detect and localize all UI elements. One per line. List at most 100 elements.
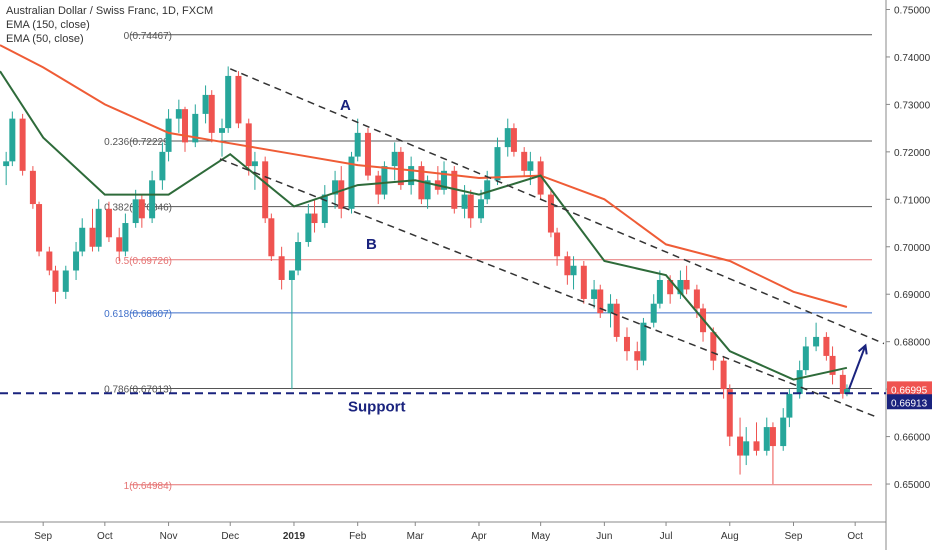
candle-body <box>597 289 604 314</box>
x-tick-label: Mar <box>407 531 425 542</box>
fib-level-label: 0.786(0.67013) <box>104 385 172 396</box>
candle-body <box>737 436 744 456</box>
chart-title: Australian Dollar / Swiss Franc, 1D, FXC… <box>6 5 214 17</box>
price-label-box <box>887 381 932 397</box>
candle-body <box>591 289 598 299</box>
candle-body <box>510 128 517 152</box>
fib-level-label: 0.5(0.69726) <box>115 256 172 267</box>
candle-body <box>89 227 96 247</box>
candle-body <box>288 270 295 280</box>
candle-body <box>305 213 312 243</box>
channel-label-a: A <box>340 97 351 114</box>
fib-level-label: 0.236(0.72229) <box>104 137 172 148</box>
candle-body <box>441 170 448 190</box>
candle-body <box>79 227 86 252</box>
y-tick-label: 0.75000 <box>894 5 931 16</box>
candle-body <box>62 270 69 292</box>
candle-body <box>175 109 182 119</box>
x-tick-label: Nov <box>160 531 178 542</box>
y-tick-label: 0.70000 <box>894 243 931 254</box>
candle-body <box>683 279 690 290</box>
candle-body <box>677 279 684 295</box>
candle-body <box>580 265 587 299</box>
y-tick-label: 0.74000 <box>894 53 931 64</box>
breakout-arrow-shaft <box>848 345 867 390</box>
support-label: Support <box>348 398 406 415</box>
y-tick-label: 0.72000 <box>894 148 931 159</box>
candle-body <box>149 180 156 219</box>
candle-body <box>537 161 544 195</box>
x-tick-label: 2019 <box>283 531 306 542</box>
candle-body <box>278 256 285 280</box>
candle-body <box>268 218 275 257</box>
candle-body <box>743 441 750 456</box>
candle-body <box>640 322 647 361</box>
candle-body <box>219 128 226 133</box>
ema50-line <box>0 70 848 381</box>
fib-level-label: 0.618(0.68607) <box>104 309 172 320</box>
x-tick-label: Jun <box>596 531 612 542</box>
candle-body <box>36 204 43 252</box>
x-tick-label: May <box>531 531 550 542</box>
candle-body <box>693 289 700 309</box>
x-tick-label: Sep <box>785 531 803 542</box>
x-tick-label: Feb <box>349 531 367 542</box>
candle-body <box>763 427 770 451</box>
candle-body <box>52 270 59 292</box>
candle-body <box>225 75 232 129</box>
candle-body <box>769 427 776 447</box>
candle-body <box>354 132 361 157</box>
candle-body <box>623 336 630 352</box>
x-tick-label: Aug <box>721 531 739 542</box>
candle-body <box>29 170 36 205</box>
candle-body <box>202 94 209 114</box>
breakout-arrow-head <box>857 343 868 355</box>
candle-body <box>116 237 123 252</box>
candle-body <box>182 109 189 143</box>
x-tick-label: Oct <box>847 531 863 542</box>
candle-body <box>235 75 242 124</box>
candle-body <box>262 161 269 219</box>
candle-body <box>823 336 830 356</box>
candle-body <box>9 118 16 162</box>
x-tick-label: Jul <box>660 531 673 542</box>
candle-body <box>295 242 302 271</box>
candle-body <box>245 123 252 167</box>
candle-body <box>504 128 511 148</box>
fib-level-label: 0(0.74467) <box>124 31 172 42</box>
channel-label-b: B <box>366 236 377 253</box>
candle-body <box>753 441 760 451</box>
candle-body <box>656 279 663 304</box>
candle-body <box>780 417 787 447</box>
candle-body <box>650 303 657 323</box>
candle-body <box>375 175 382 195</box>
candle-body <box>321 194 328 224</box>
y-tick-label: 0.69000 <box>894 290 931 301</box>
candle-body <box>613 303 620 337</box>
candle-body <box>802 346 809 371</box>
candle-body <box>19 118 26 171</box>
candle-body <box>484 180 491 200</box>
candle-body <box>192 113 199 143</box>
candle-body <box>839 374 846 394</box>
candle-body <box>478 199 485 219</box>
x-tick-label: Apr <box>471 531 487 542</box>
x-tick-label: Dec <box>221 531 239 542</box>
price-label-text: 0.66995 <box>891 385 928 396</box>
y-tick-label: 0.73000 <box>894 100 931 111</box>
price-label-box <box>887 394 932 410</box>
candle-body <box>710 332 717 361</box>
candle-body <box>570 265 577 276</box>
candle-body <box>208 94 215 133</box>
y-tick-label: 0.65000 <box>894 480 931 491</box>
candle-body <box>607 303 614 314</box>
y-tick-label: 0.66000 <box>894 433 931 444</box>
candle-body <box>796 370 803 394</box>
candle-body <box>564 256 571 276</box>
candle-body <box>3 161 10 167</box>
price-label-text: 0.66913 <box>891 398 928 409</box>
fib-level-label: 1(0.64984) <box>124 481 172 492</box>
candle-body <box>311 213 318 224</box>
